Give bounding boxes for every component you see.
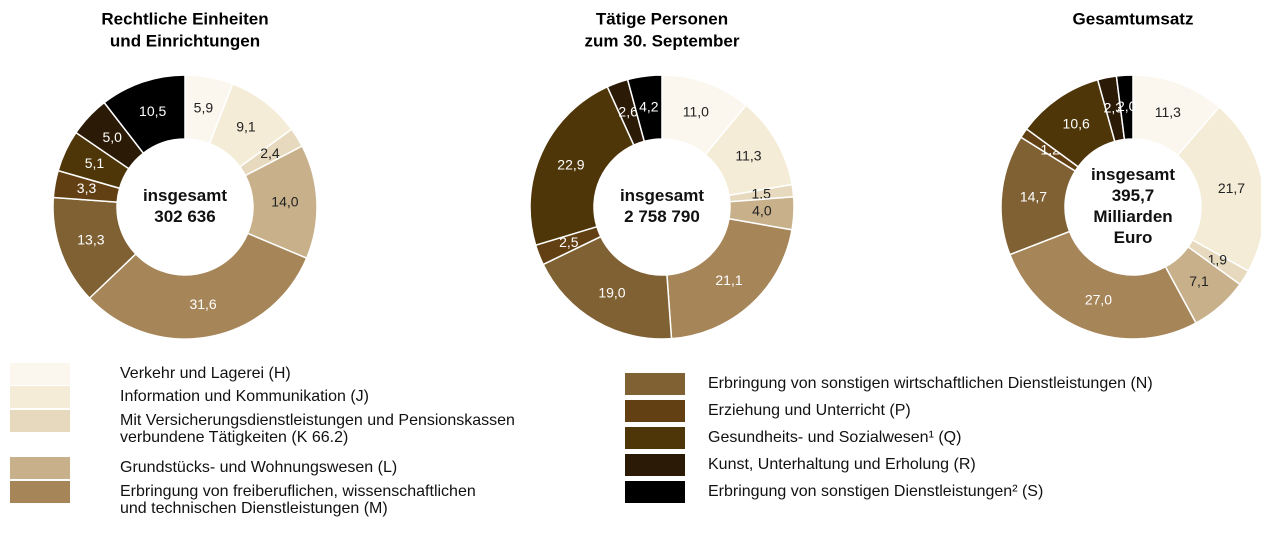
chart-title: Tätige Personen [596, 9, 728, 28]
value-label: 11,0 [683, 104, 709, 120]
legend-label: und technischen Dienstleistungen (M) [120, 500, 388, 517]
center-label: insgesamt [143, 186, 227, 205]
legend-label: Erbringung von sonstigen Dienstleistunge… [708, 483, 1043, 500]
legend-swatch [10, 410, 70, 432]
donut-slice [542, 235, 673, 340]
value-label: 1,5 [751, 185, 771, 201]
legend-label: verbundene Tätigkeiten (K 66.2) [120, 429, 348, 446]
donut-slice [529, 85, 635, 247]
chart-title: zum 30. September [585, 31, 740, 50]
value-label: 2,0 [1117, 98, 1137, 114]
legend-swatch [625, 454, 685, 476]
center-label: Euro [1114, 228, 1153, 247]
legend-label: Kunst, Unterhaltung und Erholung (R) [708, 456, 976, 473]
donut-slice [626, 74, 663, 143]
legend-swatch [625, 427, 685, 449]
legend-swatch [625, 373, 685, 395]
value-label: 22,9 [557, 156, 584, 172]
value-label: 4,2 [639, 99, 659, 115]
legend-swatch [10, 481, 70, 503]
center-label: insgesamt [1091, 165, 1175, 184]
value-label: 19,0 [598, 284, 625, 300]
legend-label: Information und Kommunikation (J) [120, 388, 369, 405]
legend-swatch [625, 481, 685, 503]
value-label: 14,7 [1020, 188, 1047, 204]
value-label: 27,0 [1085, 292, 1112, 308]
legend-swatch [10, 363, 70, 385]
center-label: Milliarden [1093, 207, 1172, 226]
legend-label: Verkehr und Lagerei (H) [120, 365, 291, 382]
value-label: 4,0 [752, 203, 772, 219]
legend-label: Gesundheits- und Sozialwesen¹ (Q) [708, 429, 961, 446]
chart-title: Rechtliche Einheiten [101, 9, 268, 28]
value-label: 2,4 [260, 145, 280, 161]
value-label: 9,1 [236, 118, 256, 134]
value-label: 11,3 [1155, 104, 1181, 120]
value-label: 31,6 [189, 296, 216, 312]
value-label: 11,3 [735, 148, 761, 164]
legend-label: Grundstücks- und Wohnungswesen (L) [120, 459, 397, 476]
legend-swatch [10, 457, 70, 479]
legend-label: Mit Versicherungsdienstleistungen und Pe… [120, 412, 515, 429]
donut-slice [88, 232, 308, 340]
value-label: 21,7 [1218, 180, 1245, 196]
chart-title: Gesamtumsatz [1073, 9, 1194, 28]
value-label: 2,6 [618, 104, 638, 120]
value-label: 14,0 [271, 194, 298, 210]
value-label: 10,6 [1063, 115, 1090, 131]
legend-label: Erziehung und Unterricht (P) [708, 402, 911, 419]
value-label: 5,1 [85, 155, 105, 171]
value-label: 1,9 [1208, 251, 1228, 267]
value-label: 5,0 [102, 129, 122, 145]
value-label: 10,5 [139, 103, 166, 119]
center-label: 395,7 [1112, 186, 1155, 205]
value-label: 3,3 [77, 180, 97, 196]
center-label: 302 636 [154, 207, 215, 226]
value-label: 7,1 [1189, 273, 1209, 289]
center-label: 2 758 790 [624, 207, 700, 226]
value-label: 13,3 [77, 232, 104, 248]
value-label: 21,1 [715, 272, 742, 288]
legend-label: Erbringung von freiberuflichen, wissensc… [120, 483, 476, 500]
donut-slice [666, 217, 793, 340]
legend-swatch [10, 386, 70, 408]
donut-slice [1176, 105, 1261, 273]
donut-slice [1115, 74, 1134, 141]
donut-slice [1008, 230, 1197, 340]
donut-slice [103, 74, 186, 155]
chart-title: und Einrichtungen [110, 31, 260, 50]
legend-label: Erbringung von sonstigen wirtschaftliche… [708, 375, 1153, 392]
value-label: 5,9 [194, 99, 214, 115]
value-label: 2,3 [1104, 100, 1124, 116]
legend-swatch [625, 400, 685, 422]
value-label: 2,5 [559, 234, 579, 250]
center-label: insgesamt [620, 186, 704, 205]
